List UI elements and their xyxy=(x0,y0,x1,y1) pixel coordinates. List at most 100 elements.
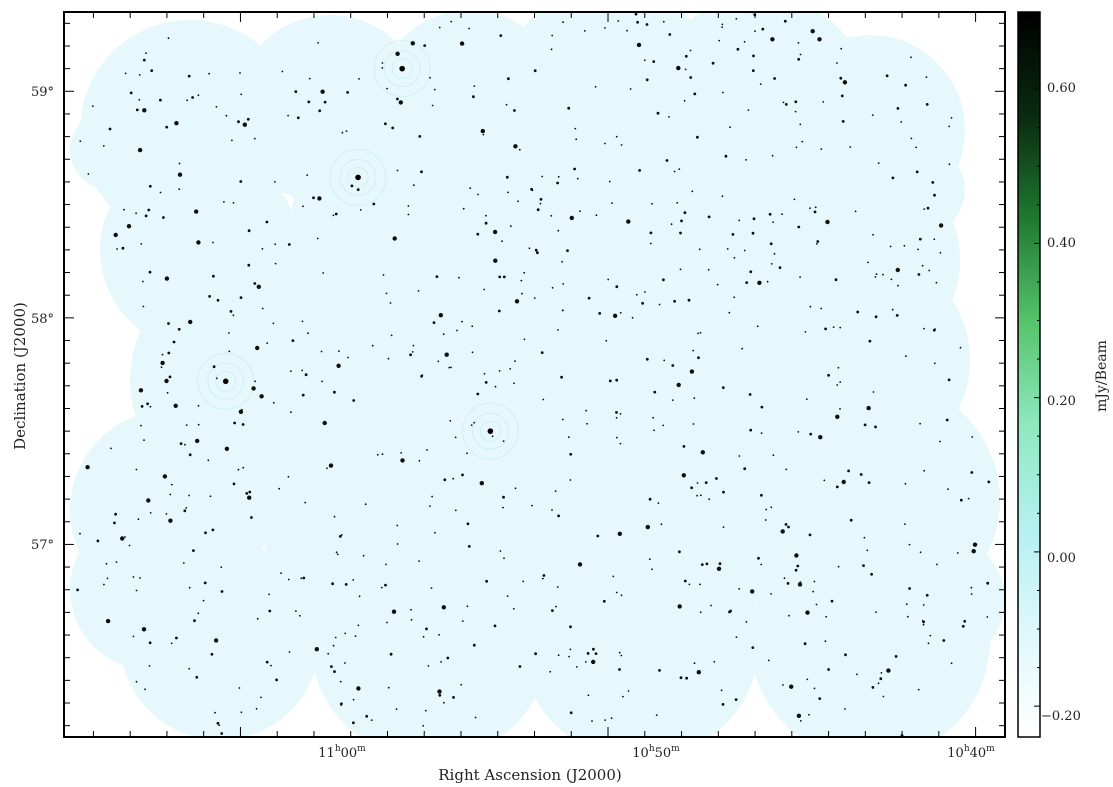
radio-source xyxy=(692,349,695,352)
colorbar-tick-labels: 0.60 0.40 0.20 0.00 −0.20 xyxy=(1041,81,1081,724)
radio-source xyxy=(830,599,834,603)
radio-source xyxy=(274,181,276,183)
radio-source xyxy=(146,402,150,406)
radio-source xyxy=(551,509,553,511)
radio-source xyxy=(438,693,442,697)
radio-source xyxy=(466,522,470,526)
radio-source xyxy=(616,436,618,439)
radio-source xyxy=(140,405,144,408)
radio-source xyxy=(239,72,241,74)
radio-source xyxy=(645,524,650,530)
radio-source xyxy=(358,78,360,80)
radio-source xyxy=(216,298,220,302)
radio-source xyxy=(380,586,383,589)
radio-source xyxy=(817,37,822,42)
radio-source xyxy=(894,655,898,658)
radio-source xyxy=(683,99,686,102)
radio-source xyxy=(680,219,683,223)
radio-source xyxy=(557,514,560,518)
radio-source xyxy=(627,690,630,692)
radio-source xyxy=(693,92,697,96)
radio-source xyxy=(426,449,428,451)
radio-source xyxy=(191,96,195,99)
radio-source xyxy=(336,363,341,368)
radio-source xyxy=(780,529,785,534)
radio-source xyxy=(660,523,663,526)
radio-source xyxy=(761,27,765,31)
radio-source xyxy=(352,399,356,402)
radio-source xyxy=(281,70,284,73)
radio-source xyxy=(842,80,848,85)
radio-source xyxy=(615,416,618,419)
radio-source xyxy=(123,208,125,211)
radio-source xyxy=(274,262,277,265)
radio-source xyxy=(398,100,403,105)
artifact-ring xyxy=(461,402,519,460)
radio-source xyxy=(162,216,165,219)
radio-source xyxy=(237,120,240,124)
radio-source xyxy=(699,494,702,497)
radio-source xyxy=(132,635,135,638)
radio-source xyxy=(813,687,816,690)
radio-source xyxy=(362,554,365,557)
radio-source xyxy=(794,100,798,104)
radio-source xyxy=(96,539,100,543)
radio-source xyxy=(196,240,201,245)
radio-source xyxy=(788,614,790,617)
radio-source xyxy=(919,551,922,554)
colorbar: 0.60 0.40 0.20 0.00 −0.20 mJy/Beam xyxy=(1017,11,1110,738)
radio-source xyxy=(551,609,554,612)
radio-source xyxy=(840,47,843,50)
radio-source xyxy=(296,116,300,120)
radio-source xyxy=(365,714,369,718)
radio-source xyxy=(137,518,140,521)
radio-source xyxy=(344,632,347,635)
radio-source xyxy=(557,654,560,657)
radio-source xyxy=(509,368,512,370)
radio-source xyxy=(692,423,695,425)
radio-source xyxy=(836,62,838,64)
radio-source xyxy=(721,195,724,198)
radio-source xyxy=(395,51,400,56)
radio-source xyxy=(212,365,216,369)
radio-source xyxy=(936,563,938,566)
radio-source xyxy=(809,305,812,308)
radio-source xyxy=(210,652,214,656)
radio-source xyxy=(716,283,719,286)
radio-source xyxy=(120,536,125,541)
radio-source xyxy=(556,586,559,588)
radio-source xyxy=(841,120,845,123)
radio-source xyxy=(321,380,323,383)
y-tick-label: 58° xyxy=(31,312,54,327)
bright-source xyxy=(222,378,229,385)
radio-source xyxy=(85,465,90,470)
radio-source xyxy=(757,556,760,560)
radio-source xyxy=(268,609,272,613)
radio-source xyxy=(382,274,385,276)
radio-source xyxy=(604,27,606,29)
radio-source xyxy=(678,168,681,171)
radio-source xyxy=(566,249,569,253)
radio-source xyxy=(810,29,815,34)
radio-source xyxy=(872,391,875,393)
radio-source xyxy=(615,411,618,414)
radio-source xyxy=(956,552,959,554)
radio-source xyxy=(126,224,132,229)
radio-source xyxy=(216,721,220,725)
axis-ticks xyxy=(64,12,1005,737)
radio-source xyxy=(334,636,337,639)
radio-source xyxy=(867,261,869,264)
radio-source xyxy=(823,479,826,482)
radio-source xyxy=(743,467,747,471)
radio-source xyxy=(87,173,90,175)
radio-source xyxy=(947,378,951,382)
radio-source xyxy=(875,611,877,613)
radio-source xyxy=(160,366,163,369)
radio-source xyxy=(339,680,342,683)
radio-source xyxy=(820,307,823,310)
radio-source xyxy=(542,577,544,580)
radio-source xyxy=(124,536,126,538)
radio-source xyxy=(473,85,476,87)
radio-source xyxy=(421,374,424,377)
